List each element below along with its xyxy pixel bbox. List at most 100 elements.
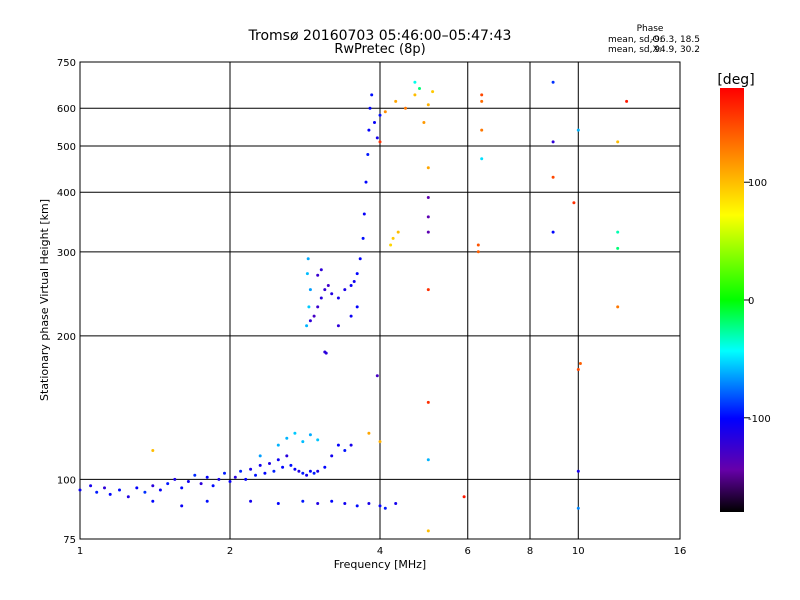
colorbar: [deg] 100 0 -100	[717, 72, 771, 512]
echo-point	[199, 482, 203, 486]
y-tick-label: 750	[57, 58, 76, 69]
colorbar-tick-label: 0	[748, 296, 754, 307]
echo-point	[551, 80, 555, 84]
echo-point	[426, 215, 430, 219]
echo-point	[239, 469, 243, 473]
echo-point	[352, 280, 356, 283]
echo-point	[355, 504, 359, 508]
echo-point	[143, 490, 147, 494]
echo-point	[217, 477, 221, 481]
echo-point	[426, 288, 430, 292]
echo-point	[78, 488, 82, 492]
echo-point	[258, 454, 262, 458]
echo-point	[361, 236, 365, 240]
echo-point	[551, 140, 555, 144]
x-tick-label: 4	[377, 546, 383, 557]
y-tick-label: 500	[57, 142, 76, 153]
echo-point	[308, 469, 312, 473]
echo-point	[396, 230, 400, 234]
echo-point	[391, 236, 395, 240]
colorbar-tick-label: 100	[748, 178, 767, 189]
echo-point	[383, 110, 387, 114]
echo-point	[462, 495, 466, 499]
echo-point	[308, 433, 312, 437]
echo-point	[572, 201, 576, 205]
echo-point	[367, 128, 371, 132]
echo-point	[151, 484, 155, 488]
echo-point	[244, 477, 248, 481]
echo-point	[211, 484, 215, 488]
echo-point	[312, 314, 316, 318]
echo-point	[276, 458, 280, 462]
y-tick-label: 400	[57, 188, 76, 199]
echo-point	[308, 288, 312, 292]
x-tick-label: 8	[527, 546, 533, 557]
echo-point	[616, 140, 620, 144]
echo-point	[319, 296, 323, 300]
echo-point	[312, 471, 316, 475]
echo-point	[375, 136, 379, 140]
echo-point	[276, 443, 280, 447]
x-tick-label: 1	[77, 546, 83, 557]
echo-point	[205, 475, 209, 479]
echo-point	[323, 465, 327, 469]
echo-point	[307, 305, 311, 309]
echo-point	[301, 471, 305, 475]
echo-point	[358, 257, 362, 261]
echo-point	[158, 488, 162, 492]
echo-point	[263, 471, 267, 475]
echo-point	[480, 99, 484, 103]
echo-point	[249, 499, 253, 503]
echo-point	[576, 368, 580, 371]
echo-point	[404, 106, 407, 110]
echo-point	[378, 113, 382, 117]
echo-point	[301, 440, 305, 444]
echo-point	[413, 80, 417, 84]
echo-point	[343, 288, 347, 292]
echo-point	[378, 504, 382, 508]
echo-point	[289, 463, 293, 467]
echo-point	[323, 288, 327, 292]
echo-point	[367, 502, 371, 505]
echo-point	[95, 490, 99, 494]
stats-o-values: -96.3, 18.5	[651, 35, 700, 45]
echo-point	[394, 99, 398, 103]
y-tick-label: 75	[63, 535, 76, 546]
echo-point	[326, 284, 330, 287]
echo-point	[297, 469, 301, 473]
echo-point	[336, 296, 340, 300]
echo-point	[426, 400, 430, 404]
y-tick-label: 200	[57, 332, 76, 343]
echo-point	[316, 502, 320, 505]
echo-point	[180, 504, 184, 508]
echo-point	[305, 272, 309, 276]
echo-point	[349, 314, 353, 318]
echo-point	[316, 305, 320, 309]
echo-point	[293, 431, 297, 435]
echo-point	[576, 128, 580, 132]
echo-point	[426, 196, 430, 199]
stats-heading: Phase	[637, 24, 664, 34]
echo-point	[330, 292, 334, 296]
echo-point	[480, 157, 484, 161]
echo-point	[383, 506, 387, 510]
echo-point	[370, 93, 374, 97]
echo-point	[173, 477, 177, 481]
echo-point	[366, 153, 370, 156]
echo-point	[151, 499, 155, 503]
phase-stats: Phase mean, sd,O: -96.3, 18.5 mean, sd,X…	[608, 24, 700, 55]
echo-point	[316, 438, 320, 442]
x-axis-label: Frequency [MHz]	[334, 558, 426, 571]
echo-point	[193, 473, 197, 477]
colorbar-tick-label: -100	[748, 414, 771, 425]
echo-point	[205, 499, 209, 503]
colorbar-ticks: 100 0 -100	[744, 178, 771, 425]
echo-point	[373, 121, 376, 124]
echo-point	[426, 529, 430, 533]
echo-point	[418, 87, 421, 90]
echo-point	[413, 93, 417, 97]
echo-point	[108, 492, 112, 496]
x-tick-label: 16	[674, 546, 687, 557]
chart-title: Tromsø 20160703 05:46:00–05:47:43	[248, 28, 512, 44]
echo-point	[308, 319, 312, 323]
